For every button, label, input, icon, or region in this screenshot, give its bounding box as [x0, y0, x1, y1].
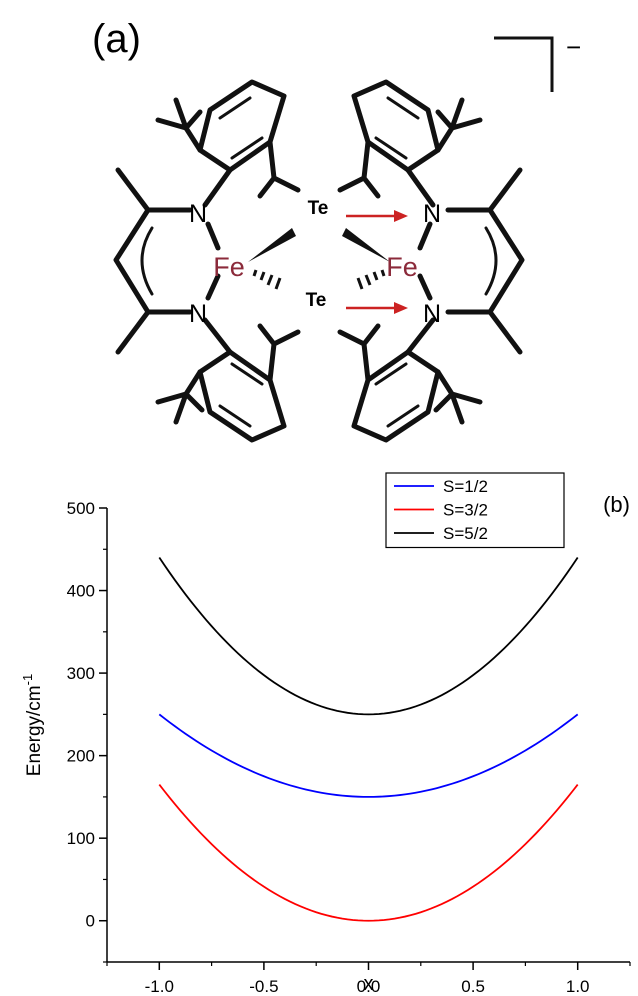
y-tick-label: 100 — [67, 829, 95, 848]
axis-ticks: -1.0 -0.5 0.0 0.5 1.0 0 100 200 300 400 500 — [67, 499, 631, 996]
n-left-top-label: N — [189, 200, 207, 228]
y-axis-label-main: Energy/cm — [24, 685, 45, 776]
x-tick-label: 1.0 — [566, 977, 590, 996]
left-ligand — [113, 79, 301, 443]
legend-label: S=5/2 — [443, 524, 488, 543]
x-axis-label: x — [364, 973, 374, 995]
x-tick-label: 0.0 — [357, 977, 381, 996]
charge-sign: − — [566, 32, 581, 62]
te-bottom-label: Te — [306, 290, 327, 311]
y-tick-label: 300 — [67, 664, 95, 683]
legend-label: S=1/2 — [443, 477, 488, 496]
x-tick-label: 0.5 — [461, 977, 485, 996]
fe-te-wedge-right — [342, 228, 390, 262]
y-tick-label: 0 — [86, 912, 95, 931]
fe-te-wedge-left — [248, 228, 296, 262]
n-right-top-label: N — [423, 200, 441, 228]
series-line — [158, 713, 579, 798]
left-backbone — [113, 207, 193, 315]
te-top-label: Te — [308, 198, 329, 219]
right-backbone — [445, 207, 525, 315]
n-right-bottom-label: N — [423, 300, 441, 328]
panel-a-label: (a) — [92, 17, 141, 61]
x-tick-label: -0.5 — [249, 977, 278, 996]
legend-label: S=3/2 — [443, 501, 488, 520]
y-axis-label: Energy/cm-1 — [20, 674, 45, 776]
series-line — [158, 557, 579, 716]
legend: S=1/2 S=3/2 S=5/2 — [385, 472, 565, 549]
y-tick-label: 400 — [67, 582, 95, 601]
n-left-bottom-label: N — [189, 300, 207, 328]
fe-te-hashed-bonds — [252, 269, 386, 290]
panel-a: (a) − — [92, 17, 581, 443]
electron-arrows — [346, 210, 408, 314]
charge-bracket — [494, 36, 554, 92]
y-tick-label: 200 — [67, 747, 95, 766]
series-line — [158, 783, 579, 922]
series-lines — [158, 557, 579, 922]
fe-right-label: Fe — [386, 252, 418, 282]
x-tick-label: -1.0 — [145, 977, 174, 996]
right-ligand — [337, 79, 525, 443]
panel-b-label: (b) — [603, 492, 630, 517]
y-axis-label-superscript: -1 — [20, 674, 35, 686]
y-tick-label: 500 — [67, 499, 95, 518]
fe-left-label: Fe — [213, 252, 245, 282]
